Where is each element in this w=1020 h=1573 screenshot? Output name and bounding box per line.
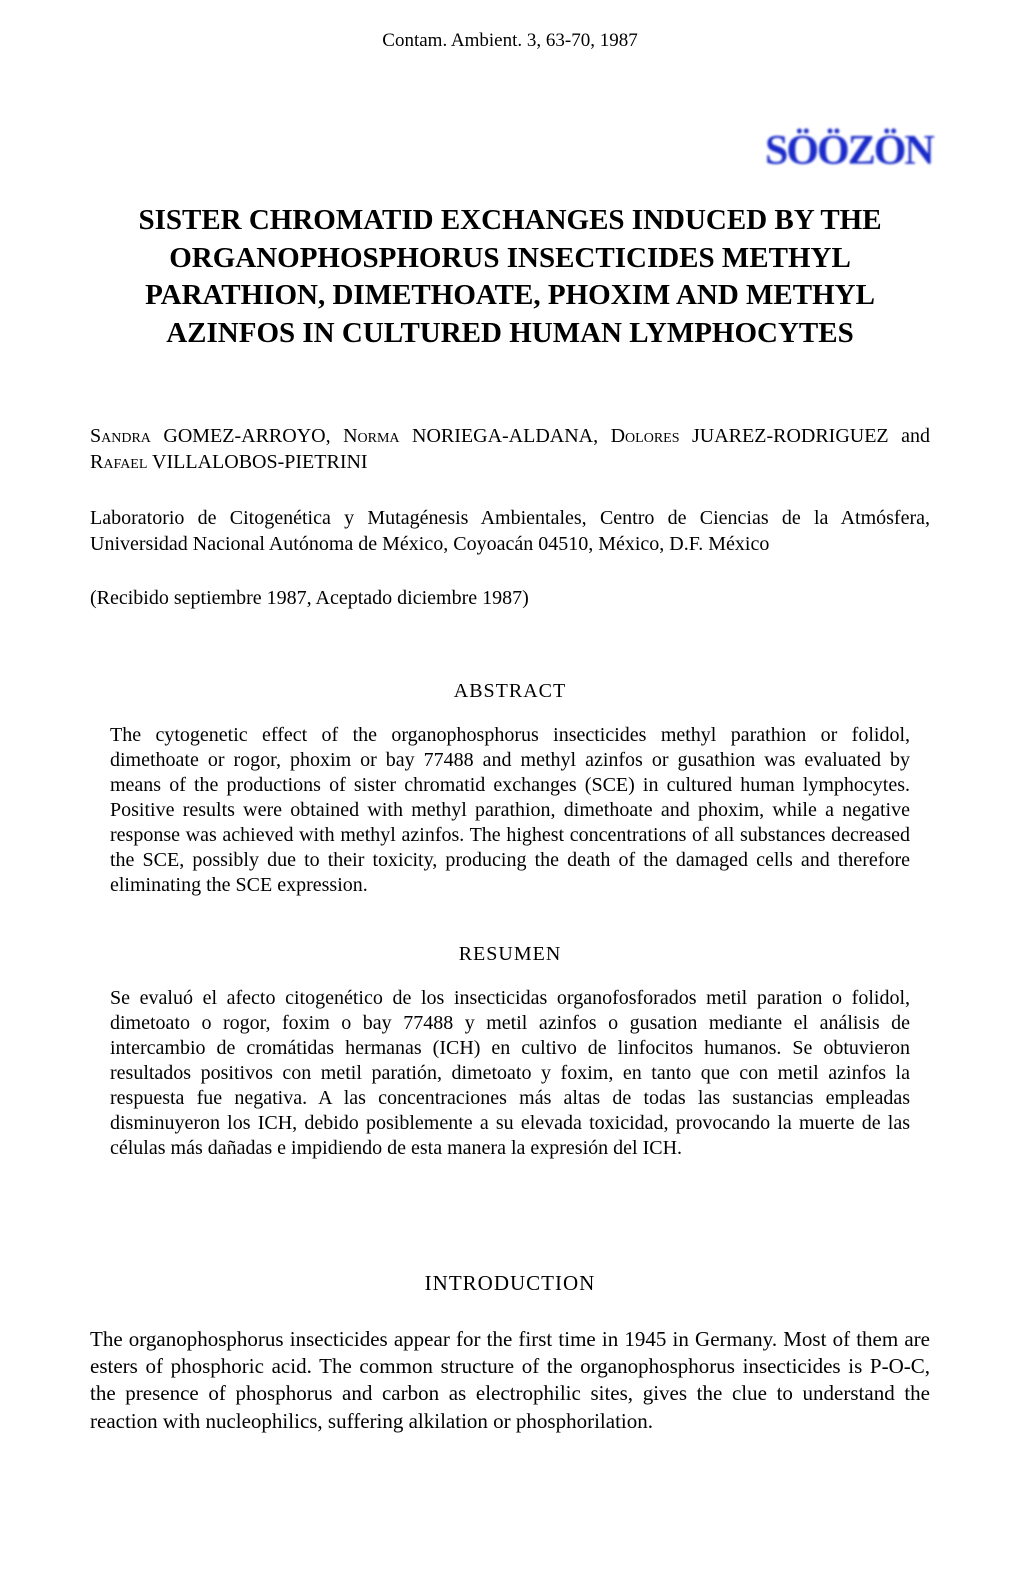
resumen-body: Se evaluó el afecto citogenético de los … bbox=[90, 986, 930, 1161]
author-name: Sandra bbox=[90, 425, 151, 447]
abstract-heading: ABSTRACT bbox=[90, 680, 930, 703]
author-name: Norma bbox=[343, 425, 399, 447]
redaction-stamp: SÖÖZÖN bbox=[765, 130, 925, 178]
affiliation: Laboratorio de Citogenética y Mutagénesi… bbox=[90, 505, 930, 557]
resumen-heading: RESUMEN bbox=[90, 943, 930, 966]
introduction-body: The organophosphorus insecticides appear… bbox=[90, 1326, 930, 1435]
author-name: Dolores bbox=[611, 425, 680, 447]
authors-list: Sandra GOMEZ-ARROYO, Norma NORIEGA-ALDAN… bbox=[90, 423, 930, 475]
author-name: Rafael bbox=[90, 451, 147, 473]
introduction-heading: INTRODUCTION bbox=[90, 1271, 930, 1296]
submission-dates: (Recibido septiembre 1987, Aceptado dici… bbox=[90, 587, 930, 610]
abstract-body: The cytogenetic effect of the organophos… bbox=[90, 723, 930, 898]
paper-title: SISTER CHROMATID EXCHANGES INDUCED BY TH… bbox=[90, 202, 930, 353]
journal-citation: Contam. Ambient. 3, 63-70, 1987 bbox=[230, 30, 790, 52]
